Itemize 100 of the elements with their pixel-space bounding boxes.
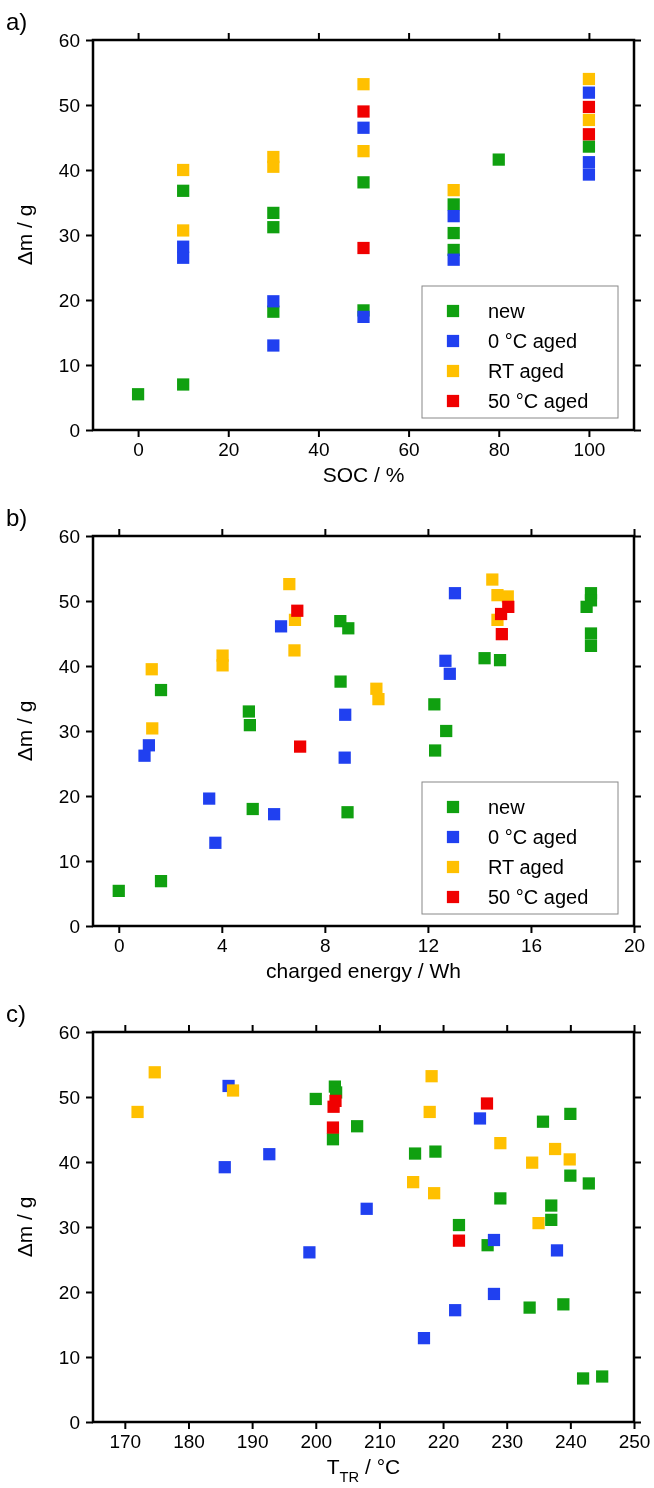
point [550, 1244, 564, 1257]
x-axis-title: T$_{TR}$ / °C [326, 1455, 401, 1485]
point [357, 78, 370, 91]
point [283, 577, 296, 591]
x-tick-label: 100 [573, 439, 606, 461]
point [177, 184, 190, 197]
point [263, 1148, 276, 1161]
y-tick-label: 40 [58, 655, 80, 677]
point [177, 251, 190, 264]
legend-label: 50 °C aged [488, 390, 589, 412]
legend-label: RT aged [488, 360, 564, 382]
x-axis-title: SOC / % [322, 463, 405, 486]
y-tick-label: 0 [69, 915, 80, 937]
point [545, 1199, 558, 1212]
point [216, 659, 229, 672]
x-tick-label: 170 [109, 1431, 142, 1453]
point [495, 628, 508, 641]
point [428, 1187, 441, 1200]
point [267, 808, 281, 821]
y-tick-label: 50 [58, 94, 80, 116]
y-axis-title: Δm / g [13, 204, 36, 266]
point [428, 744, 442, 757]
point [246, 802, 259, 816]
point [584, 639, 598, 652]
y-tick-label: 40 [58, 1151, 80, 1173]
point [291, 604, 304, 617]
x-tick-label: 250 [618, 1431, 651, 1453]
point [131, 1105, 144, 1119]
point [177, 163, 190, 177]
point [452, 1218, 466, 1232]
legend-label: new [488, 300, 526, 322]
point [357, 145, 370, 158]
x-tick-label: 0 [133, 439, 144, 461]
x-tick-label: 80 [488, 439, 510, 461]
point [478, 652, 491, 665]
point [177, 224, 190, 237]
x-tick-label: 16 [520, 935, 543, 957]
point [443, 667, 456, 680]
point [447, 184, 460, 197]
point [493, 654, 507, 667]
point [447, 253, 460, 266]
x-tick-label: 12 [417, 935, 439, 957]
x-tick-label: 4 [217, 935, 229, 957]
y-tick-label: 50 [58, 590, 80, 612]
point [360, 1202, 373, 1215]
point [203, 792, 216, 805]
legend-label: 0 °C aged [488, 826, 578, 848]
y-tick-label: 10 [58, 354, 80, 376]
x-axis-title: charged energy / Wh [266, 959, 461, 982]
point [532, 1216, 545, 1230]
point [372, 693, 385, 706]
point [177, 378, 190, 391]
point [341, 806, 354, 819]
x-tick-label: 0 [113, 935, 125, 957]
point [494, 1137, 507, 1150]
point [309, 1092, 322, 1106]
point [242, 705, 255, 718]
legend-label: new [488, 796, 526, 818]
point [582, 86, 596, 99]
point [146, 722, 159, 735]
legend-label: RT aged [488, 856, 564, 878]
x-tick-label: 60 [398, 439, 420, 461]
point [545, 1213, 558, 1226]
x-tick-label: 180 [173, 1431, 205, 1453]
x-tick-label: 40 [308, 439, 330, 461]
y-tick-label: 30 [58, 224, 80, 246]
point [564, 1107, 577, 1121]
point [138, 749, 151, 762]
point [303, 1246, 316, 1259]
x-tick-label: 200 [300, 1431, 333, 1453]
point [523, 1301, 536, 1314]
point [288, 644, 301, 657]
point [582, 140, 596, 153]
point [486, 573, 499, 586]
x-tick-label: 220 [427, 1431, 460, 1453]
point [492, 153, 505, 166]
y-tick-label: 30 [58, 1216, 80, 1238]
legend-label: 50 °C aged [488, 886, 589, 908]
y-tick-label: 20 [58, 785, 80, 807]
point [429, 1145, 442, 1158]
y-tick-label: 40 [58, 159, 80, 181]
y-tick-label: 20 [58, 1281, 80, 1303]
point [423, 1105, 436, 1119]
point [526, 1156, 539, 1169]
point [487, 1287, 501, 1301]
point [480, 1097, 494, 1110]
x-tick-label: 230 [491, 1431, 524, 1453]
x-tick-label: 240 [555, 1431, 587, 1453]
y-tick-label: 0 [69, 419, 80, 441]
point [267, 206, 280, 220]
point [226, 1084, 240, 1097]
point [148, 1066, 161, 1079]
point [209, 836, 222, 849]
point [447, 210, 460, 223]
chart-title: c) [6, 1000, 26, 1027]
point [243, 719, 257, 732]
point [447, 198, 460, 211]
point [267, 221, 280, 234]
y-tick-label: 60 [58, 29, 80, 51]
y-tick-label: 60 [58, 1021, 80, 1043]
